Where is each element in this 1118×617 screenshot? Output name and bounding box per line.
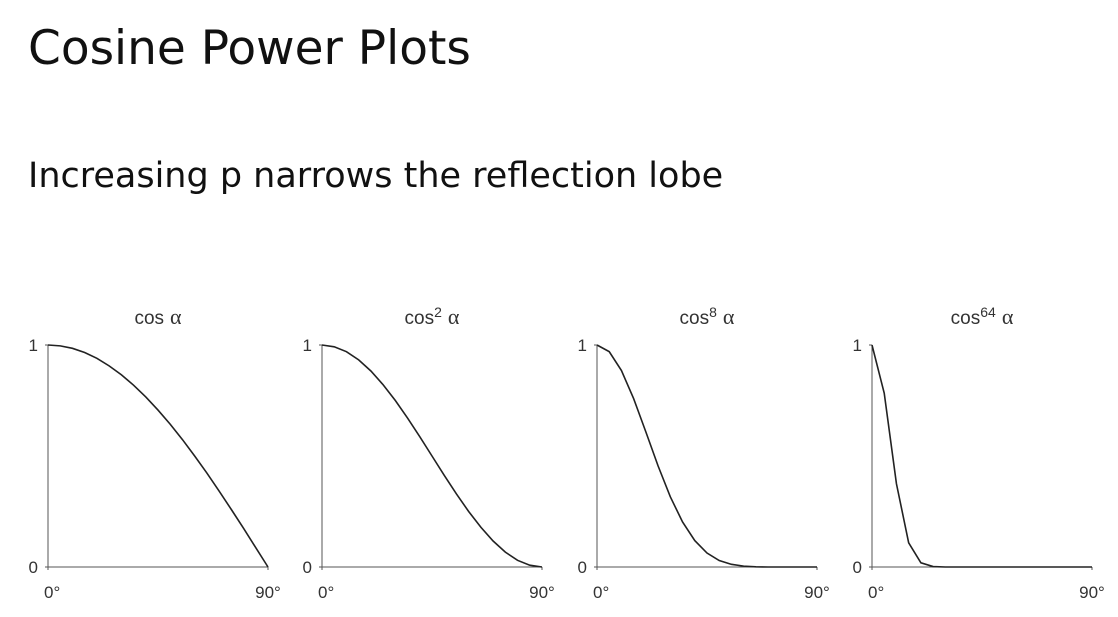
title-variable: α xyxy=(723,304,735,329)
x-tick-label: 90° xyxy=(804,583,830,602)
x-tick-label: 0° xyxy=(593,583,609,602)
chart-title: cos2 α xyxy=(405,304,460,329)
x-tick-label: 90° xyxy=(529,583,555,602)
chart-title: cos8 α xyxy=(680,304,735,329)
title-exponent: 8 xyxy=(709,304,717,320)
y-tick-label: 1 xyxy=(29,336,38,355)
x-tick-label: 0° xyxy=(318,583,334,602)
curve xyxy=(321,344,543,568)
y-tick-label: 0 xyxy=(303,558,312,577)
title-base: cos xyxy=(405,308,435,329)
title-variable: α xyxy=(448,304,460,329)
curve xyxy=(871,344,1092,568)
curve xyxy=(596,344,817,568)
y-tick-label: 0 xyxy=(578,558,587,577)
x-tick-label: 90° xyxy=(1079,583,1105,602)
slide-title: Cosine Power Plots xyxy=(28,21,471,76)
title-base: cos xyxy=(134,308,164,329)
y-tick-label: 1 xyxy=(303,336,312,355)
y-tick-label: 0 xyxy=(853,558,862,577)
title-exponent: 64 xyxy=(980,304,996,320)
chart-title: cos64 α xyxy=(951,304,1014,329)
title-base: cos xyxy=(680,308,710,329)
title-base: cos xyxy=(951,308,981,329)
y-tick-label: 0 xyxy=(29,558,38,577)
slide-subtitle: Increasing p narrows the reflection lobe xyxy=(28,156,723,196)
curve xyxy=(47,344,269,568)
x-tick-label: 0° xyxy=(44,583,60,602)
y-tick-label: 1 xyxy=(578,336,587,355)
title-exponent: 2 xyxy=(434,304,442,320)
title-variable: α xyxy=(170,304,182,329)
x-tick-label: 90° xyxy=(255,583,281,602)
chart-title: cos α xyxy=(134,304,182,329)
y-tick-label: 1 xyxy=(853,336,862,355)
title-variable: α xyxy=(1002,304,1014,329)
x-tick-label: 0° xyxy=(868,583,884,602)
